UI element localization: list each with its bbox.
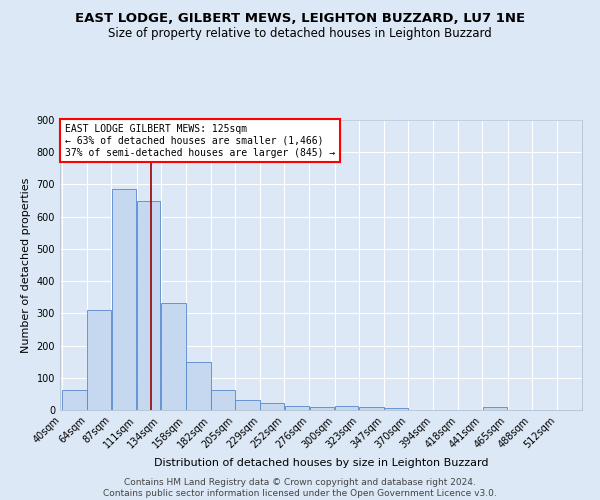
Bar <box>310 408 334 410</box>
X-axis label: Distribution of detached houses by size in Leighton Buzzard: Distribution of detached houses by size … <box>154 458 488 468</box>
Bar <box>88 310 111 410</box>
Bar <box>62 390 87 410</box>
Bar <box>482 408 508 410</box>
Bar <box>284 406 309 410</box>
Text: EAST LODGE, GILBERT MEWS, LEIGHTON BUZZARD, LU7 1NE: EAST LODGE, GILBERT MEWS, LEIGHTON BUZZA… <box>75 12 525 26</box>
Y-axis label: Number of detached properties: Number of detached properties <box>21 178 31 352</box>
Text: EAST LODGE GILBERT MEWS: 125sqm
← 63% of detached houses are smaller (1,466)
37%: EAST LODGE GILBERT MEWS: 125sqm ← 63% of… <box>65 124 335 158</box>
Bar <box>186 362 211 410</box>
Bar <box>211 390 235 410</box>
Bar <box>335 406 358 410</box>
Bar <box>112 188 136 410</box>
Bar <box>235 400 260 410</box>
Text: Size of property relative to detached houses in Leighton Buzzard: Size of property relative to detached ho… <box>108 28 492 40</box>
Text: Contains HM Land Registry data © Crown copyright and database right 2024.
Contai: Contains HM Land Registry data © Crown c… <box>103 478 497 498</box>
Bar <box>137 200 160 410</box>
Bar <box>161 302 185 410</box>
Bar <box>384 408 408 410</box>
Bar <box>359 408 383 410</box>
Bar <box>260 403 284 410</box>
